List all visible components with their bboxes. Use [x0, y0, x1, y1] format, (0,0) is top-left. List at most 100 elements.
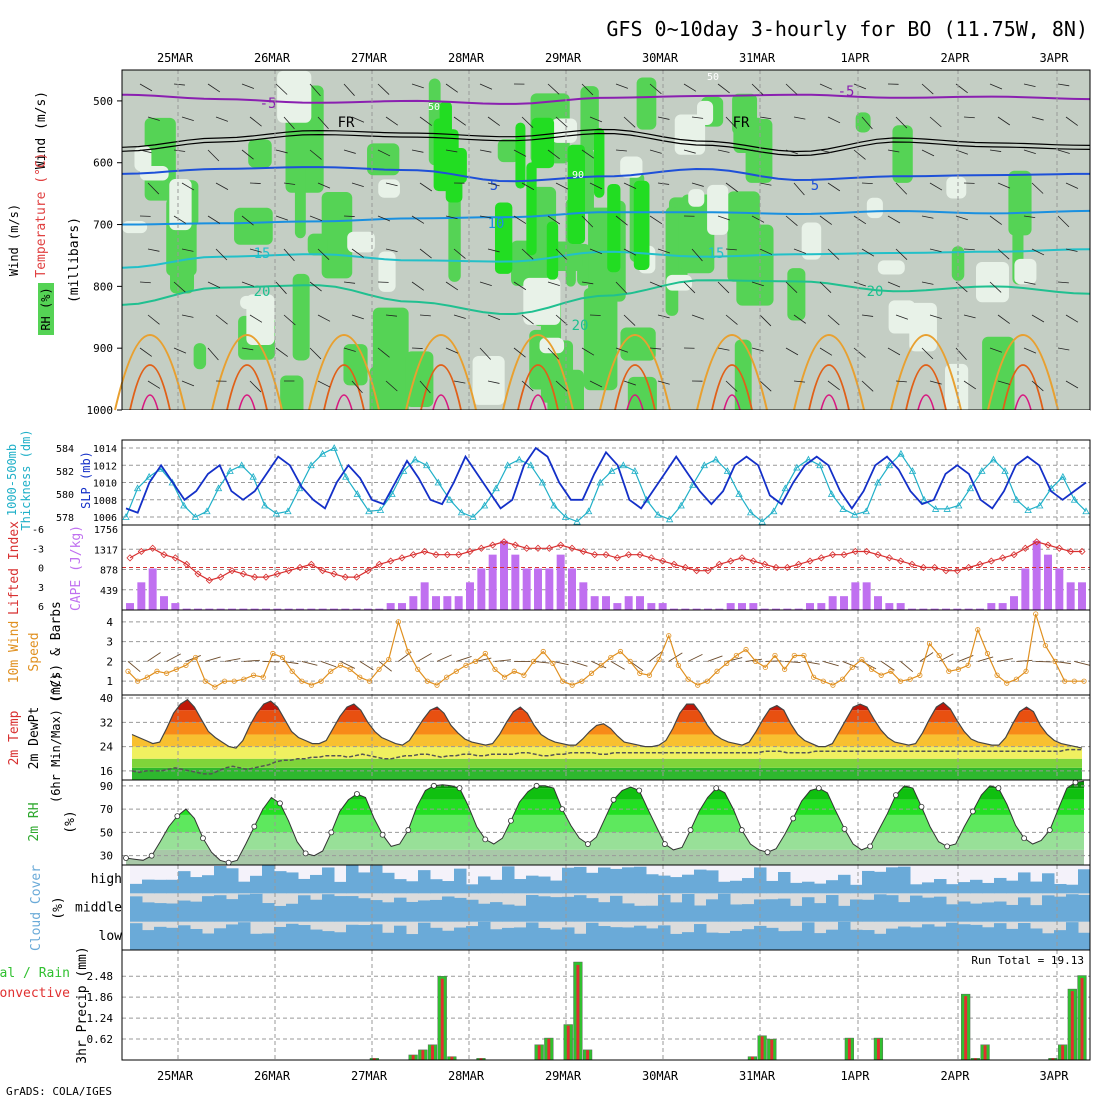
wind-barb	[687, 653, 703, 662]
wind-barb	[615, 149, 627, 152]
wind-barb	[759, 314, 772, 327]
cloud-cover-bar	[1030, 881, 1043, 894]
wind-axis-units: (m/s) & Barbs	[49, 601, 64, 703]
cloud-cover-bar	[442, 896, 455, 922]
wind-barb	[147, 652, 161, 662]
wind-speed-marker	[608, 654, 614, 661]
precip-convective-bar	[566, 1025, 570, 1060]
cloud-cover-bar	[574, 933, 587, 950]
boundary-layer-contour	[432, 394, 450, 411]
thickness-marker	[723, 467, 732, 474]
thickness-marker	[851, 510, 859, 518]
boundary-layer-contour	[335, 394, 353, 411]
wind-speed-marker	[386, 656, 392, 663]
wind-barb	[997, 314, 1010, 324]
top-date-label: 1APR	[841, 51, 871, 65]
wind-barb	[649, 347, 661, 350]
wind-barb	[513, 149, 527, 157]
top-date-label: 3APR	[1040, 51, 1070, 65]
pressure-units-label: (millibars)	[67, 217, 82, 303]
wind-barb	[717, 281, 730, 294]
cloud-cover-bar	[502, 904, 515, 922]
wind-barb	[861, 248, 875, 257]
cloud-cover-bar	[814, 883, 827, 894]
thickness-marker	[295, 484, 304, 492]
wind-barb	[263, 660, 280, 663]
cloud-cover-bar	[262, 865, 275, 894]
precip-convective-bar	[372, 1058, 376, 1060]
wind-barb	[785, 149, 798, 155]
cloud-level-label: low	[99, 929, 123, 944]
slp-axis-title: SLP (mb)	[79, 451, 93, 509]
cloud-cover-bar	[634, 905, 647, 922]
panel-frame	[121, 949, 1091, 1061]
wind-barb	[1057, 149, 1070, 154]
cloud-cover-bar	[670, 902, 683, 922]
wind-barb	[241, 347, 254, 351]
cape-bar	[840, 596, 848, 610]
cloud-cover-bar	[802, 897, 815, 922]
precip-convective-bar	[586, 1050, 590, 1060]
wind-barb	[819, 281, 832, 293]
cloud-cover-bar	[622, 867, 635, 894]
pressure-tick-label: 700	[93, 219, 113, 232]
wind-barb	[1023, 83, 1036, 88]
lifted-index-marker	[806, 557, 814, 565]
wind-barb	[657, 182, 670, 185]
wind-speed-marker	[328, 668, 334, 674]
wind-barb	[487, 314, 501, 321]
thickness-marker	[677, 501, 685, 509]
wind-speed-marker	[279, 654, 286, 661]
wind-speed-marker	[588, 670, 595, 676]
wind-axis-title: Wind (m/s)	[34, 91, 49, 169]
wind-speed-marker	[849, 664, 855, 670]
slp-tick-label: 1014	[93, 444, 117, 455]
wind-speed-marker	[617, 648, 624, 655]
wind-barb	[181, 380, 195, 387]
wind-barb	[1057, 281, 1069, 284]
thickness-marker	[237, 461, 246, 469]
wind-barb	[547, 347, 560, 360]
cloud-cover-bar	[874, 871, 887, 894]
thickness-axis-title: 1000-500mb	[5, 444, 19, 516]
wind-barb	[1031, 182, 1044, 194]
wind-barb	[521, 248, 534, 260]
rh-color-band	[126, 849, 1084, 865]
cloud-cover-bar	[658, 894, 671, 922]
lifted-index-marker	[353, 573, 361, 581]
wind-speed-marker	[936, 652, 942, 659]
wind-tick-label: 2	[106, 655, 113, 668]
rh-marker	[892, 792, 899, 799]
lifted-index-marker	[398, 554, 406, 562]
cape-bar	[874, 596, 882, 610]
cloud-cover-bar	[658, 925, 671, 950]
wind-barb	[445, 347, 459, 354]
wind-barb	[205, 656, 221, 662]
cape-bar	[284, 608, 293, 610]
boundary-layer-contour	[614, 364, 656, 411]
wind-barb	[385, 248, 398, 253]
wind-speed-marker	[250, 672, 257, 678]
rh-marker	[815, 785, 822, 792]
wind-barb	[547, 281, 560, 287]
wind-barb	[895, 116, 908, 129]
wind-barb	[243, 659, 260, 662]
cloud-cover-bar	[1054, 896, 1067, 922]
contour-label: 20	[254, 284, 271, 300]
wind-barb	[377, 83, 390, 95]
lifted-index-marker	[1044, 541, 1052, 549]
wind-speed-marker	[1052, 658, 1058, 664]
wind-barb	[181, 248, 194, 252]
cloud-cover-bar	[1042, 873, 1055, 894]
wind-speed-marker	[318, 678, 324, 684]
cape-bar	[352, 608, 361, 610]
boundary-layer-contour	[1014, 394, 1032, 411]
wind-barb	[853, 281, 866, 287]
boundary-layer-contour	[711, 364, 753, 411]
rh-dry-patch	[134, 146, 152, 172]
wind-barb	[1031, 248, 1045, 256]
lifted-index-marker	[863, 547, 871, 556]
precip-tick-label: 2.48	[87, 970, 114, 983]
wind-speed-marker	[434, 682, 440, 688]
rh-marker	[123, 855, 129, 861]
